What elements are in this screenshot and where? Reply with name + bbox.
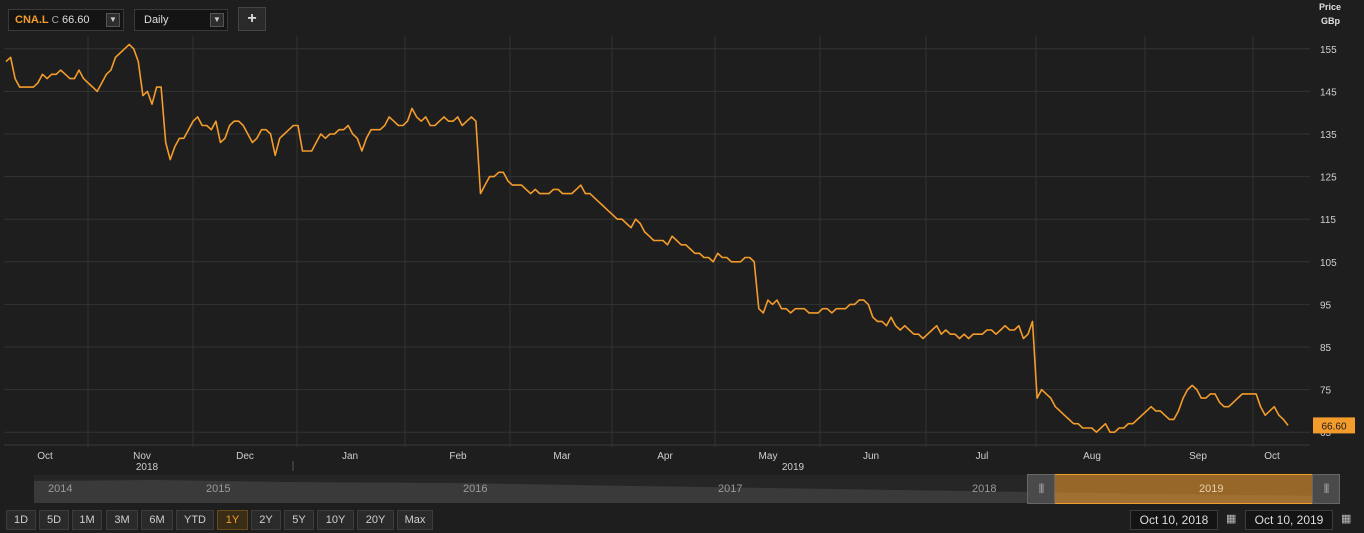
range-start-handle[interactable]: |||: [1027, 474, 1055, 504]
x-tick-label: Mar: [553, 451, 571, 462]
x-tick-label: Jun: [863, 451, 879, 462]
last-price: 66.60: [61, 14, 90, 26]
y-tick-label: 85: [1320, 343, 1332, 354]
range-button-ytd[interactable]: YTD: [176, 510, 214, 530]
y-tick-label: 115: [1320, 215, 1336, 226]
range-button-1m[interactable]: 1M: [72, 510, 102, 530]
x-tick-label: Jan: [342, 451, 358, 462]
chevron-down-icon[interactable]: ▼: [106, 13, 120, 27]
navigator-year: 2016: [463, 483, 488, 495]
range-button-5y[interactable]: 5Y: [284, 510, 314, 530]
x-year-label: 2019: [782, 462, 805, 473]
navigator-year: 2014: [48, 483, 73, 495]
x-tick-label: Dec: [236, 451, 254, 462]
y-tick-label: 155: [1320, 45, 1337, 56]
x-tick-label: Jul: [976, 451, 989, 462]
x-tick-label: Apr: [657, 451, 673, 462]
y-tick-label: 105: [1320, 258, 1337, 269]
price-line: [5, 43, 1289, 434]
end-date-input[interactable]: Oct 10, 2019: [1245, 510, 1333, 530]
y-axis-label: Price: [1319, 2, 1341, 12]
y-tick-label: 125: [1320, 173, 1337, 184]
y-tick-label: 75: [1320, 386, 1332, 397]
range-end-handle[interactable]: |||: [1312, 474, 1340, 504]
x-tick-label: Oct: [1264, 451, 1280, 462]
range-button-20y[interactable]: 20Y: [357, 510, 394, 530]
last-price-tag-background: [1313, 417, 1355, 434]
y-axis-unit-label: GBp: [1321, 16, 1341, 26]
range-button-6m[interactable]: 6M: [141, 510, 173, 530]
calendar-icon[interactable]: ▦: [1226, 513, 1237, 525]
x-tick-label: Oct: [37, 451, 53, 462]
y-tick-label: 135: [1320, 130, 1337, 141]
navigator-year: 2018: [972, 483, 997, 495]
y-tick-label: 95: [1320, 300, 1332, 311]
add-study-button[interactable]: +: [238, 7, 266, 31]
last-prefix: C: [51, 15, 59, 26]
y-tick-label: 65: [1320, 428, 1332, 439]
navigator-year: 2017: [718, 483, 743, 495]
range-button-10y[interactable]: 10Y: [317, 510, 354, 530]
range-button-1d[interactable]: 1D: [6, 510, 36, 530]
navigator-year: 2015: [206, 483, 231, 495]
x-tick-label: Sep: [1189, 451, 1207, 462]
ticker-symbol: CNA.L: [15, 14, 49, 26]
chevron-down-icon[interactable]: ▼: [210, 13, 224, 27]
symbol-dropdown[interactable]: CNA.L C 66.60 ▼: [8, 9, 124, 31]
interval-value: Daily: [144, 14, 169, 26]
y-tick-label: 145: [1320, 87, 1337, 98]
range-button-2y[interactable]: 2Y: [251, 510, 281, 530]
chart-toolbar: CNA.L C 66.60 ▼ Daily ▼ +: [0, 0, 1310, 36]
navigator-year: 2019: [1199, 483, 1224, 495]
navigator-sparkline: [34, 480, 1339, 503]
last-price-tag: 66.60: [1321, 421, 1346, 432]
interval-dropdown[interactable]: Daily ▼: [134, 9, 228, 31]
x-tick-label: May: [759, 451, 778, 462]
range-button-max[interactable]: Max: [397, 510, 433, 530]
navigator-selected-range[interactable]: 2019: [1028, 474, 1340, 504]
x-tick-label: Feb: [449, 451, 467, 462]
calendar-icon[interactable]: ▦: [1341, 513, 1352, 525]
x-tick-label: Aug: [1083, 451, 1101, 462]
range-button-1y[interactable]: 1Y: [217, 510, 248, 530]
range-button-5d[interactable]: 5D: [39, 510, 69, 530]
x-year-label: 2018: [136, 462, 159, 473]
range-button-3m[interactable]: 3M: [106, 510, 138, 530]
x-tick-label: Nov: [133, 451, 151, 462]
start-date-input[interactable]: Oct 10, 2018: [1130, 510, 1218, 530]
